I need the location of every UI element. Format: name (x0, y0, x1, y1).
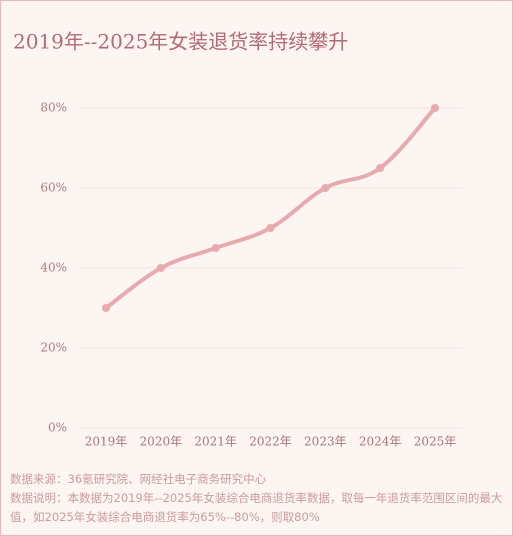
y-tick-label: 60% (40, 181, 67, 195)
y-tick-label: 40% (40, 261, 67, 275)
x-tick-label: 2024年 (359, 435, 402, 449)
point (376, 164, 385, 172)
y-tick-label: 0% (48, 421, 67, 435)
point (321, 184, 330, 192)
chart-title: 2019年--2025年女装退货率持续攀升 (13, 30, 348, 54)
point (211, 244, 220, 252)
y-tick-label: 80% (40, 101, 67, 115)
description-note: 数据说明：本数据为2019年--2025年女装综合电商退货率数据，取每一年退货率… (10, 491, 503, 524)
x-tick-label: 2022年 (249, 435, 292, 449)
x-tick-label: 2023年 (304, 435, 347, 449)
point (431, 104, 439, 112)
x-tick-label: 2025年 (414, 435, 457, 449)
y-tick-label: 20% (40, 341, 67, 355)
x-tick-label: 2020年 (140, 435, 183, 449)
line (104, 106, 437, 310)
point (102, 304, 110, 312)
source-note: 数据来源：36氪研究院、网经社电子商务研究中心 (10, 472, 267, 486)
x-tick-label: 2019年 (85, 435, 128, 449)
x-tick-label: 2021年 (194, 435, 237, 449)
point (156, 264, 165, 272)
point (266, 224, 275, 232)
